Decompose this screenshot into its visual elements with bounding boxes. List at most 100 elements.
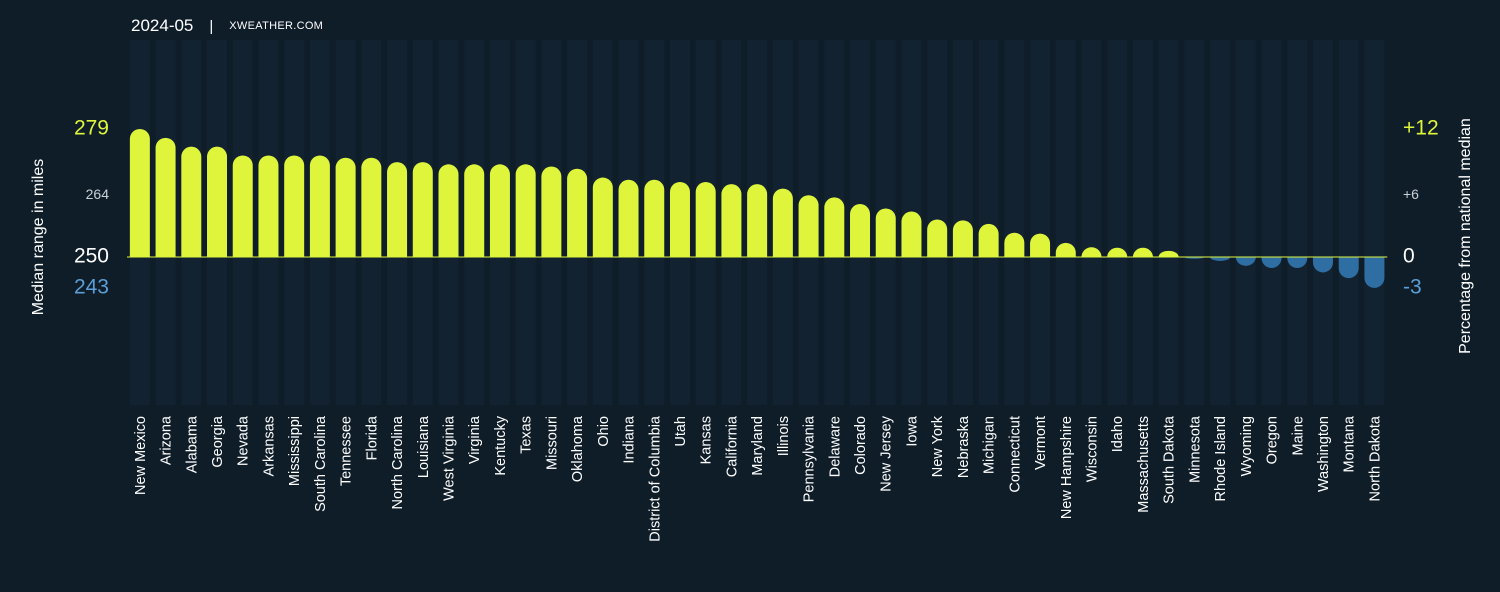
y-axis-label-left: Median range in miles bbox=[30, 159, 47, 316]
bar-virginia[interactable] bbox=[464, 164, 485, 257]
bar-south-carolina[interactable] bbox=[309, 155, 330, 257]
bar-georgia[interactable] bbox=[207, 146, 228, 257]
bar-north-carolina[interactable] bbox=[387, 162, 408, 257]
bar-idaho[interactable] bbox=[1107, 247, 1128, 257]
column-bg bbox=[1158, 40, 1179, 405]
left-tick-label: 279 bbox=[74, 117, 109, 140]
bar-oregon[interactable] bbox=[1261, 257, 1282, 269]
bar-mississippi[interactable] bbox=[284, 155, 305, 257]
category-label: Iowa bbox=[904, 415, 920, 447]
category-label: Illinois bbox=[776, 416, 792, 456]
bar-wyoming[interactable] bbox=[1235, 257, 1256, 266]
bar-iowa[interactable] bbox=[901, 211, 922, 257]
category-label: Arkansas bbox=[261, 416, 277, 476]
bar-new-york[interactable] bbox=[927, 219, 948, 257]
bar-utah[interactable] bbox=[669, 181, 690, 257]
bar-ohio[interactable] bbox=[592, 177, 613, 257]
category-label: California bbox=[724, 415, 740, 477]
left-tick-label: 250 bbox=[74, 245, 109, 268]
bar-nevada[interactable] bbox=[232, 155, 253, 257]
category-label: New Mexico bbox=[133, 416, 149, 495]
right-tick-label: 0 bbox=[1403, 245, 1415, 268]
bar-massachusetts[interactable] bbox=[1132, 247, 1153, 257]
bar-texas[interactable] bbox=[515, 164, 536, 257]
bar-illinois[interactable] bbox=[772, 188, 793, 257]
bar-michigan[interactable] bbox=[978, 223, 999, 257]
bar-pennsylvania[interactable] bbox=[798, 195, 819, 257]
bar-oklahoma[interactable] bbox=[567, 168, 588, 257]
bar-district-of-columbia[interactable] bbox=[644, 179, 665, 257]
column-bg bbox=[1338, 40, 1359, 405]
category-label: Wisconsin bbox=[1085, 416, 1101, 482]
bar-arizona[interactable] bbox=[155, 137, 176, 257]
column-bg bbox=[1081, 40, 1102, 405]
bar-new-jersey[interactable] bbox=[875, 208, 896, 257]
source-site: XWEATHER.COM bbox=[229, 20, 324, 32]
bar-new-hampshire[interactable] bbox=[1055, 242, 1076, 257]
bar-indiana[interactable] bbox=[618, 179, 639, 257]
category-label: Arizona bbox=[159, 415, 175, 465]
bar-tennessee[interactable] bbox=[335, 157, 356, 257]
left-tick-label: 243 bbox=[74, 276, 109, 299]
column-bg bbox=[1210, 40, 1231, 405]
chart-date: 2024-05 bbox=[131, 16, 194, 35]
category-label: Florida bbox=[364, 415, 380, 460]
category-label: Wyoming bbox=[1239, 416, 1255, 476]
bar-washington[interactable] bbox=[1312, 257, 1333, 273]
left-tick-label: 264 bbox=[86, 186, 110, 202]
bar-new-mexico[interactable] bbox=[129, 129, 150, 257]
bar-maine[interactable] bbox=[1287, 257, 1308, 269]
category-label: Louisiana bbox=[416, 415, 432, 478]
bar-florida[interactable] bbox=[361, 157, 382, 257]
bar-rhode-island[interactable] bbox=[1210, 257, 1231, 261]
bar-north-dakota[interactable] bbox=[1364, 257, 1385, 288]
category-label: Texas bbox=[519, 416, 535, 454]
bar-maryland[interactable] bbox=[747, 184, 768, 257]
bar-kentucky[interactable] bbox=[489, 164, 510, 257]
category-label: Tennessee bbox=[339, 416, 355, 486]
category-label: New Jersey bbox=[879, 415, 895, 491]
category-label: Montana bbox=[1342, 415, 1358, 472]
category-label: South Dakota bbox=[1162, 415, 1178, 504]
bar-delaware[interactable] bbox=[824, 197, 845, 257]
column-bg bbox=[1364, 40, 1385, 405]
category-label: Oklahoma bbox=[570, 415, 586, 482]
column-bg bbox=[1287, 40, 1308, 405]
bar-west-virginia[interactable] bbox=[438, 164, 459, 257]
bar-california[interactable] bbox=[721, 184, 742, 257]
bar-missouri[interactable] bbox=[541, 166, 562, 257]
category-label: Virginia bbox=[467, 415, 483, 464]
category-label: Massachusetts bbox=[1136, 416, 1152, 513]
bar-montana[interactable] bbox=[1338, 257, 1359, 279]
category-label: Mississippi bbox=[287, 416, 303, 486]
category-label: Idaho bbox=[1110, 416, 1126, 452]
category-label: Delaware bbox=[827, 416, 843, 477]
bar-alabama[interactable] bbox=[181, 146, 202, 257]
right-tick-label: -3 bbox=[1403, 276, 1422, 299]
bar-wisconsin[interactable] bbox=[1081, 247, 1102, 257]
y-axis-label-right: Percentage from national median bbox=[1457, 118, 1474, 354]
bar-arkansas[interactable] bbox=[258, 155, 279, 257]
axis-ticks: 279 264 250 243 +12 +6 0 -3 bbox=[74, 117, 1439, 299]
category-label: North Dakota bbox=[1367, 415, 1383, 501]
category-label: South Carolina bbox=[313, 415, 329, 512]
column-bg bbox=[1055, 40, 1076, 405]
bar-vermont[interactable] bbox=[1030, 233, 1051, 257]
category-label: New Hampshire bbox=[1059, 416, 1075, 519]
bar-louisiana[interactable] bbox=[412, 162, 433, 257]
category-label: Minnesota bbox=[1187, 415, 1203, 483]
bar-south-dakota[interactable] bbox=[1158, 250, 1179, 257]
column-bg bbox=[1235, 40, 1256, 405]
category-label: New York bbox=[930, 415, 946, 477]
category-label: Ohio bbox=[596, 416, 612, 447]
bar-colorado[interactable] bbox=[850, 204, 871, 257]
column-bg bbox=[1261, 40, 1282, 405]
category-label: Vermont bbox=[1033, 416, 1049, 470]
bar-connecticut[interactable] bbox=[1004, 232, 1025, 257]
category-label: Rhode Island bbox=[1213, 416, 1229, 501]
bar-nebraska[interactable] bbox=[952, 220, 973, 257]
bar-kansas[interactable] bbox=[695, 181, 716, 257]
category-labels: New Mexico Arizona Alabama Georgia Nevada Ark… bbox=[133, 415, 1384, 542]
category-label: Oregon bbox=[1265, 416, 1281, 464]
